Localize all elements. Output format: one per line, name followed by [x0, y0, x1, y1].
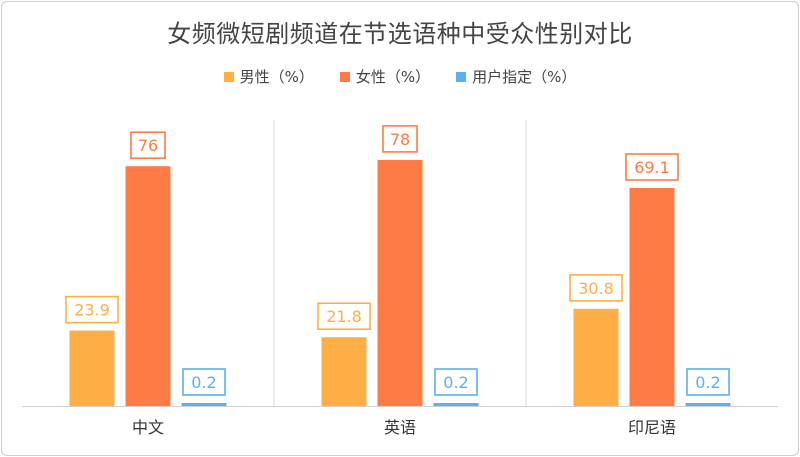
chart-legend: 男性（%） 女性（%） 用户指定（%）: [0, 66, 800, 87]
legend-item-male: 男性（%）: [223, 66, 314, 87]
chart-title: 女频微短剧频道在节选语种中受众性别对比: [167, 20, 633, 48]
legend-swatch-user-specified: [456, 71, 467, 82]
data-label-box: [182, 368, 226, 396]
data-label: 78: [390, 130, 410, 149]
data-label-box: [65, 295, 119, 324]
data-label-box: [382, 125, 418, 153]
bar: [629, 187, 675, 406]
legend-item-female: 女性（%）: [339, 66, 431, 87]
data-label: 0.2: [695, 373, 720, 392]
bar: [573, 308, 619, 406]
data-label: 76: [138, 136, 158, 155]
category-label: 英语: [384, 418, 416, 437]
data-label-box: [686, 368, 730, 396]
bar: [125, 166, 171, 406]
data-label: 23.9: [74, 301, 110, 320]
bar: [685, 403, 731, 406]
bar: [321, 337, 367, 406]
data-label: 69.1: [634, 158, 670, 177]
data-label-box: [569, 274, 623, 302]
legend-swatch-male: [223, 71, 234, 82]
bar: [377, 159, 423, 406]
data-label-box: [130, 131, 166, 160]
data-label-box: [625, 153, 679, 181]
bar: [181, 403, 227, 406]
legend-label-female: 女性（%）: [355, 68, 431, 86]
category-label: 中文: [132, 418, 164, 437]
data-label-box: [434, 368, 478, 396]
data-label: 30.8: [578, 279, 614, 298]
legend-swatch-female: [339, 71, 350, 82]
legend-label-male: 男性（%）: [239, 68, 314, 86]
legend-label-user-specified: 用户指定（%）: [472, 68, 577, 86]
bar: [69, 330, 115, 406]
data-label-box: [317, 302, 371, 331]
category-label: 印尼语: [628, 418, 676, 437]
data-label: 21.8: [326, 307, 362, 326]
bar: [433, 403, 479, 406]
data-label: 0.2: [191, 373, 216, 392]
legend-item-user-specified: 用户指定（%）: [456, 66, 576, 87]
data-label: 0.2: [443, 373, 468, 392]
